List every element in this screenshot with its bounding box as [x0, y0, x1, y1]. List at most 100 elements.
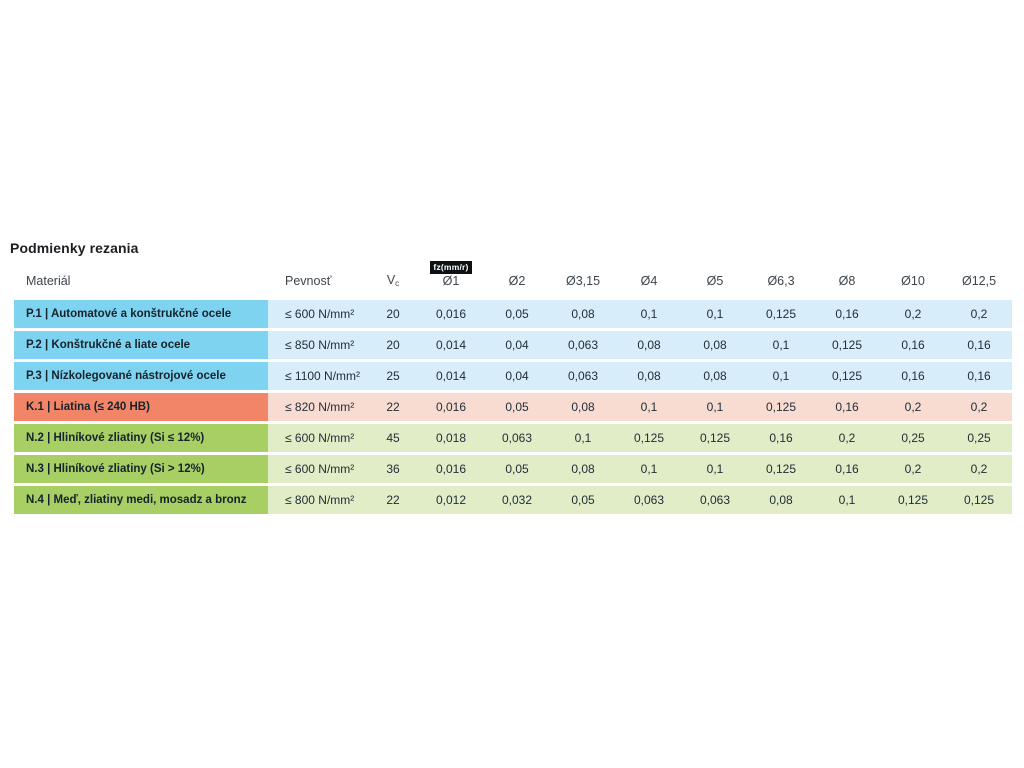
feed-value-cell: 0,25 — [880, 423, 946, 452]
strength-cell: ≤ 600 N/mm² — [268, 454, 368, 483]
feed-value-cell: 0,032 — [484, 485, 550, 514]
diameter-label: Ø5 — [706, 274, 724, 288]
feed-value-cell: 0,08 — [682, 361, 748, 390]
feed-value-cell: 0,125 — [880, 485, 946, 514]
feed-value-cell: 0,2 — [946, 392, 1012, 421]
feed-value-cell: 0,1 — [682, 299, 748, 328]
material-row: K.1 | Liatina (≤ 240 HB) ≤ 820 N/mm² 22 0,0… — [14, 392, 1012, 421]
feed-value-cell: 0,1 — [616, 454, 682, 483]
feed-value-cell: 0,08 — [550, 392, 616, 421]
feed-value-cell: 0,2 — [814, 423, 880, 452]
feed-value-cell: 0,2 — [946, 299, 1012, 328]
feed-value-cell: 0,16 — [748, 423, 814, 452]
feed-value-cell: 0,2 — [880, 454, 946, 483]
cutting-speed-cell: 25 — [368, 361, 418, 390]
feed-value-cell: 0,25 — [946, 423, 1012, 452]
cutting-speed-cell: 45 — [368, 423, 418, 452]
badge-slot — [682, 259, 748, 273]
feed-value-cell: 0,016 — [418, 454, 484, 483]
cutting-speed-cell: 36 — [368, 454, 418, 483]
feed-value-cell: 0,063 — [484, 423, 550, 452]
diameter-column-header: Ø8 — [814, 259, 880, 297]
feed-value-cell: 0,08 — [682, 330, 748, 359]
feed-value-cell: 0,1 — [616, 392, 682, 421]
feed-value-cell: 0,05 — [484, 454, 550, 483]
diameter-label: Ø3,15 — [565, 274, 601, 288]
table-header-row: Materiál Pevnosť Vc fz(mm/r) Ø1 Ø2 Ø3,15 Ø4 Ø… — [14, 259, 1012, 297]
feed-value-cell: 0,063 — [682, 485, 748, 514]
feed-value-cell: 0,05 — [484, 392, 550, 421]
badge-slot: fz(mm/r) — [418, 259, 484, 274]
feed-value-cell: 0,1 — [616, 299, 682, 328]
strength-cell: ≤ 850 N/mm² — [268, 330, 368, 359]
material-cell: K.1 | Liatina (≤ 240 HB) — [14, 392, 268, 421]
diameter-label: Ø6,3 — [767, 274, 795, 288]
badge-slot — [814, 259, 880, 273]
feed-value-cell: 0,16 — [880, 361, 946, 390]
diameter-column-header: Ø4 — [616, 259, 682, 297]
diameter-label: Ø8 — [838, 274, 856, 288]
diameter-column-header: Ø3,15 — [550, 259, 616, 297]
feed-value-cell: 0,1 — [814, 485, 880, 514]
diameter-label: Ø12,5 — [961, 274, 997, 288]
feed-value-cell: 0,125 — [616, 423, 682, 452]
badge-slot — [748, 259, 814, 273]
feed-value-cell: 0,16 — [814, 454, 880, 483]
feed-value-cell: 0,2 — [880, 299, 946, 328]
feed-value-cell: 0,08 — [550, 299, 616, 328]
feed-value-cell: 0,16 — [880, 330, 946, 359]
feed-value-cell: 0,08 — [550, 454, 616, 483]
feed-value-cell: 0,016 — [418, 299, 484, 328]
feed-value-cell: 0,2 — [880, 392, 946, 421]
material-column-header: Materiál — [26, 273, 71, 288]
diameter-column-header: Ø12,5 — [946, 259, 1012, 297]
strength-cell: ≤ 600 N/mm² — [268, 423, 368, 452]
badge-slot — [616, 259, 682, 273]
material-cell: P.1 | Automatové a konštrukčné ocele — [14, 299, 268, 328]
diameter-label: Ø1 — [442, 274, 460, 288]
strength-cell: ≤ 820 N/mm² — [268, 392, 368, 421]
material-row: P.3 | Nízkolegované nástrojové ocele ≤ 11… — [14, 361, 1012, 390]
strength-cell: ≤ 1100 N/mm² — [268, 361, 368, 390]
feed-value-cell: 0,125 — [814, 330, 880, 359]
feed-value-cell: 0,016 — [418, 392, 484, 421]
feed-value-cell: 0,16 — [814, 299, 880, 328]
diameter-label: Ø10 — [901, 274, 925, 288]
cutting-speed-cell: 22 — [368, 485, 418, 514]
feed-value-cell: 0,16 — [814, 392, 880, 421]
feed-value-cell: 0,08 — [748, 485, 814, 514]
feed-value-cell: 0,125 — [748, 454, 814, 483]
badge-slot — [880, 259, 946, 273]
material-cell: P.2 | Konštrukčné a liate ocele — [14, 330, 268, 359]
feed-value-cell: 0,2 — [946, 454, 1012, 483]
feed-value-cell: 0,05 — [550, 485, 616, 514]
page-title: Podmienky rezania — [10, 240, 139, 256]
material-row: P.1 | Automatové a konštrukčné ocele ≤ 60… — [14, 299, 1012, 328]
feed-value-cell: 0,16 — [946, 361, 1012, 390]
diameter-column-header: fz(mm/r) Ø1 — [418, 259, 484, 297]
feed-value-cell: 0,1 — [682, 392, 748, 421]
material-row: N.4 | Meď, zliatiny medi, mosadz a bronz… — [14, 485, 1012, 514]
diameter-column-header: Ø10 — [880, 259, 946, 297]
diameter-label: Ø2 — [508, 274, 526, 288]
cutting-conditions-table: Materiál Pevnosť Vc fz(mm/r) Ø1 Ø2 Ø3,15 Ø4 Ø… — [14, 256, 1012, 517]
material-cell: N.4 | Meď, zliatiny medi, mosadz a bronz — [14, 485, 268, 514]
badge-slot — [550, 259, 616, 273]
material-cell: N.3 | Hliníkové zliatiny (Si > 12%) — [14, 454, 268, 483]
material-cell: P.3 | Nízkolegované nástrojové ocele — [14, 361, 268, 390]
material-row: N.2 | Hliníkové zliatiny (Si ≤ 12%) ≤ 600… — [14, 423, 1012, 452]
feed-value-cell: 0,04 — [484, 361, 550, 390]
feed-value-cell: 0,125 — [946, 485, 1012, 514]
strength-cell: ≤ 800 N/mm² — [268, 485, 368, 514]
feed-value-cell: 0,125 — [748, 392, 814, 421]
feed-value-cell: 0,05 — [484, 299, 550, 328]
feed-value-cell: 0,125 — [748, 299, 814, 328]
feed-value-cell: 0,08 — [616, 330, 682, 359]
feed-value-cell: 0,125 — [814, 361, 880, 390]
feed-value-cell: 0,1 — [748, 361, 814, 390]
strength-cell: ≤ 600 N/mm² — [268, 299, 368, 328]
feed-value-cell: 0,014 — [418, 330, 484, 359]
feed-value-cell: 0,125 — [682, 423, 748, 452]
feed-value-cell: 0,08 — [616, 361, 682, 390]
